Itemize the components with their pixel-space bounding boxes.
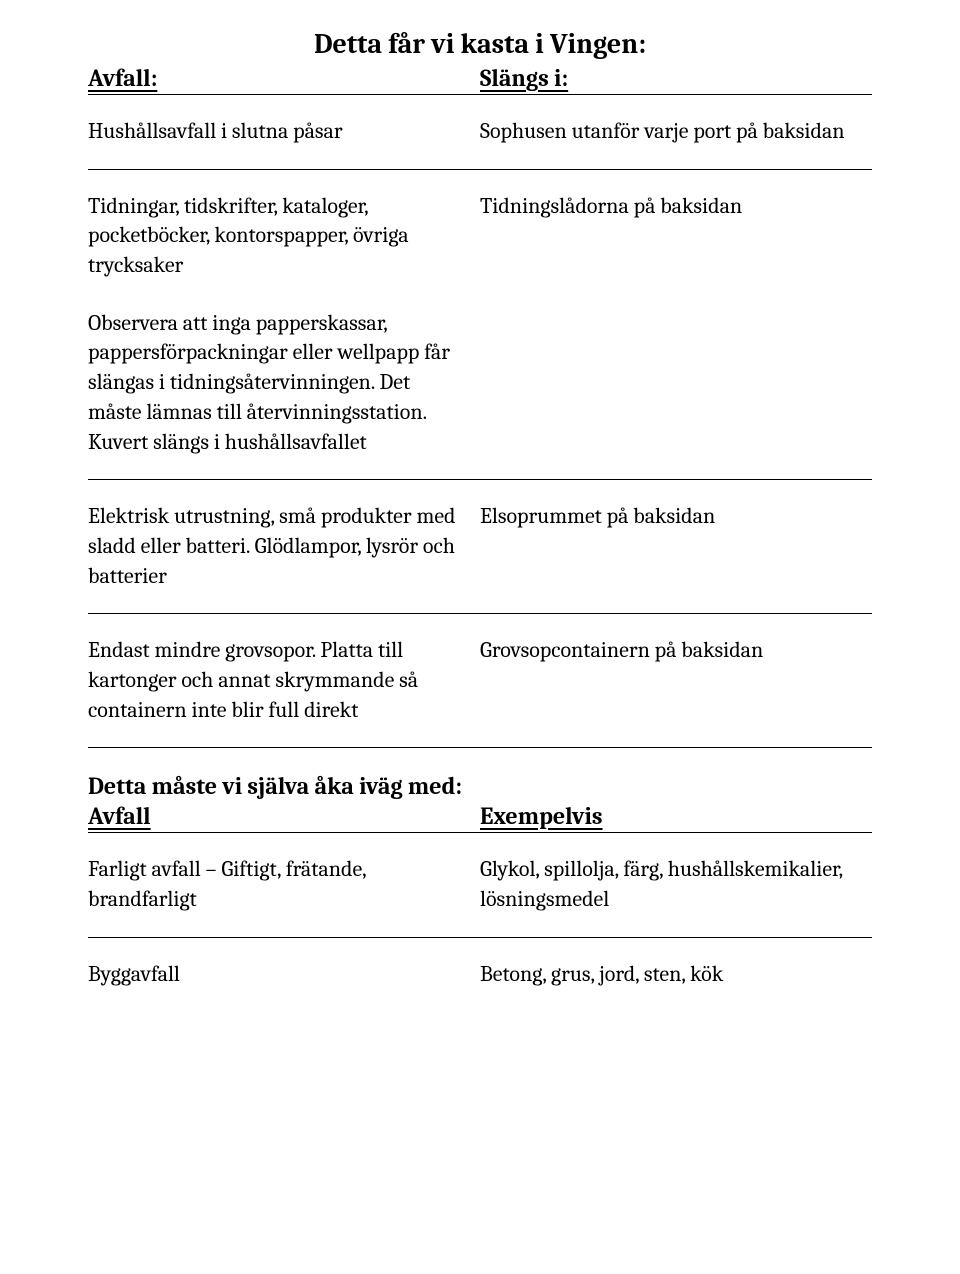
table-row: Endast mindre grovsopor. Platta till kar… (88, 614, 872, 748)
table1-header-row: Avfall: Slängs i: (88, 64, 872, 95)
table-row: Tidningar, tidskrifter, kataloger, pocke… (88, 170, 872, 481)
table-row: Hushållsavfall i slutna påsar Sophusen u… (88, 95, 872, 170)
page-title: Detta får vi kasta i Vingen: (88, 28, 872, 60)
row4-right: Grovsopcontainern på baksidan (480, 636, 872, 725)
t2-row2-left: Byggavfall (88, 960, 480, 990)
table2-header-left: Avfall (88, 802, 480, 830)
row3-left: Elektrisk utrustning, små produkter med … (88, 502, 480, 591)
row2-left-p1: Tidningar, tidskrifter, kataloger, pocke… (88, 192, 456, 281)
t2-row1-left: Farligt avfall – Giftigt, frätande, bran… (88, 855, 480, 914)
row2-left-p2: Observera att inga papperskassar, papper… (88, 309, 456, 457)
row1-left: Hushållsavfall i slutna påsar (88, 117, 480, 147)
row2-right: Tidningslådorna på baksidan (480, 192, 872, 458)
t2-row2-right: Betong, grus, jord, sten, kök (480, 960, 872, 990)
row4-left: Endast mindre grovsopor. Platta till kar… (88, 636, 480, 725)
table1-header-right: Slängs i: (480, 64, 872, 92)
t2-row1-right: Glykol, spillolja, färg, hushållskemikal… (480, 855, 872, 914)
table-row: Farligt avfall – Giftigt, frätande, bran… (88, 833, 872, 937)
table-row: Elektrisk utrustning, små produkter med … (88, 480, 872, 614)
table-row: Byggavfall Betong, grus, jord, sten, kök (88, 938, 872, 1012)
page: Detta får vi kasta i Vingen: Avfall: Slä… (0, 0, 960, 1051)
table1-header-left: Avfall: (88, 64, 480, 92)
table2-header-right: Exempelvis (480, 802, 872, 830)
row2-left: Tidningar, tidskrifter, kataloger, pocke… (88, 192, 480, 458)
table2-header-row: Avfall Exempelvis (88, 802, 872, 833)
subheading: Detta måste vi själva åka iväg med: (88, 772, 872, 800)
row1-right: Sophusen utanför varje port på baksidan (480, 117, 872, 147)
row3-right: Elsoprummet på baksidan (480, 502, 872, 591)
